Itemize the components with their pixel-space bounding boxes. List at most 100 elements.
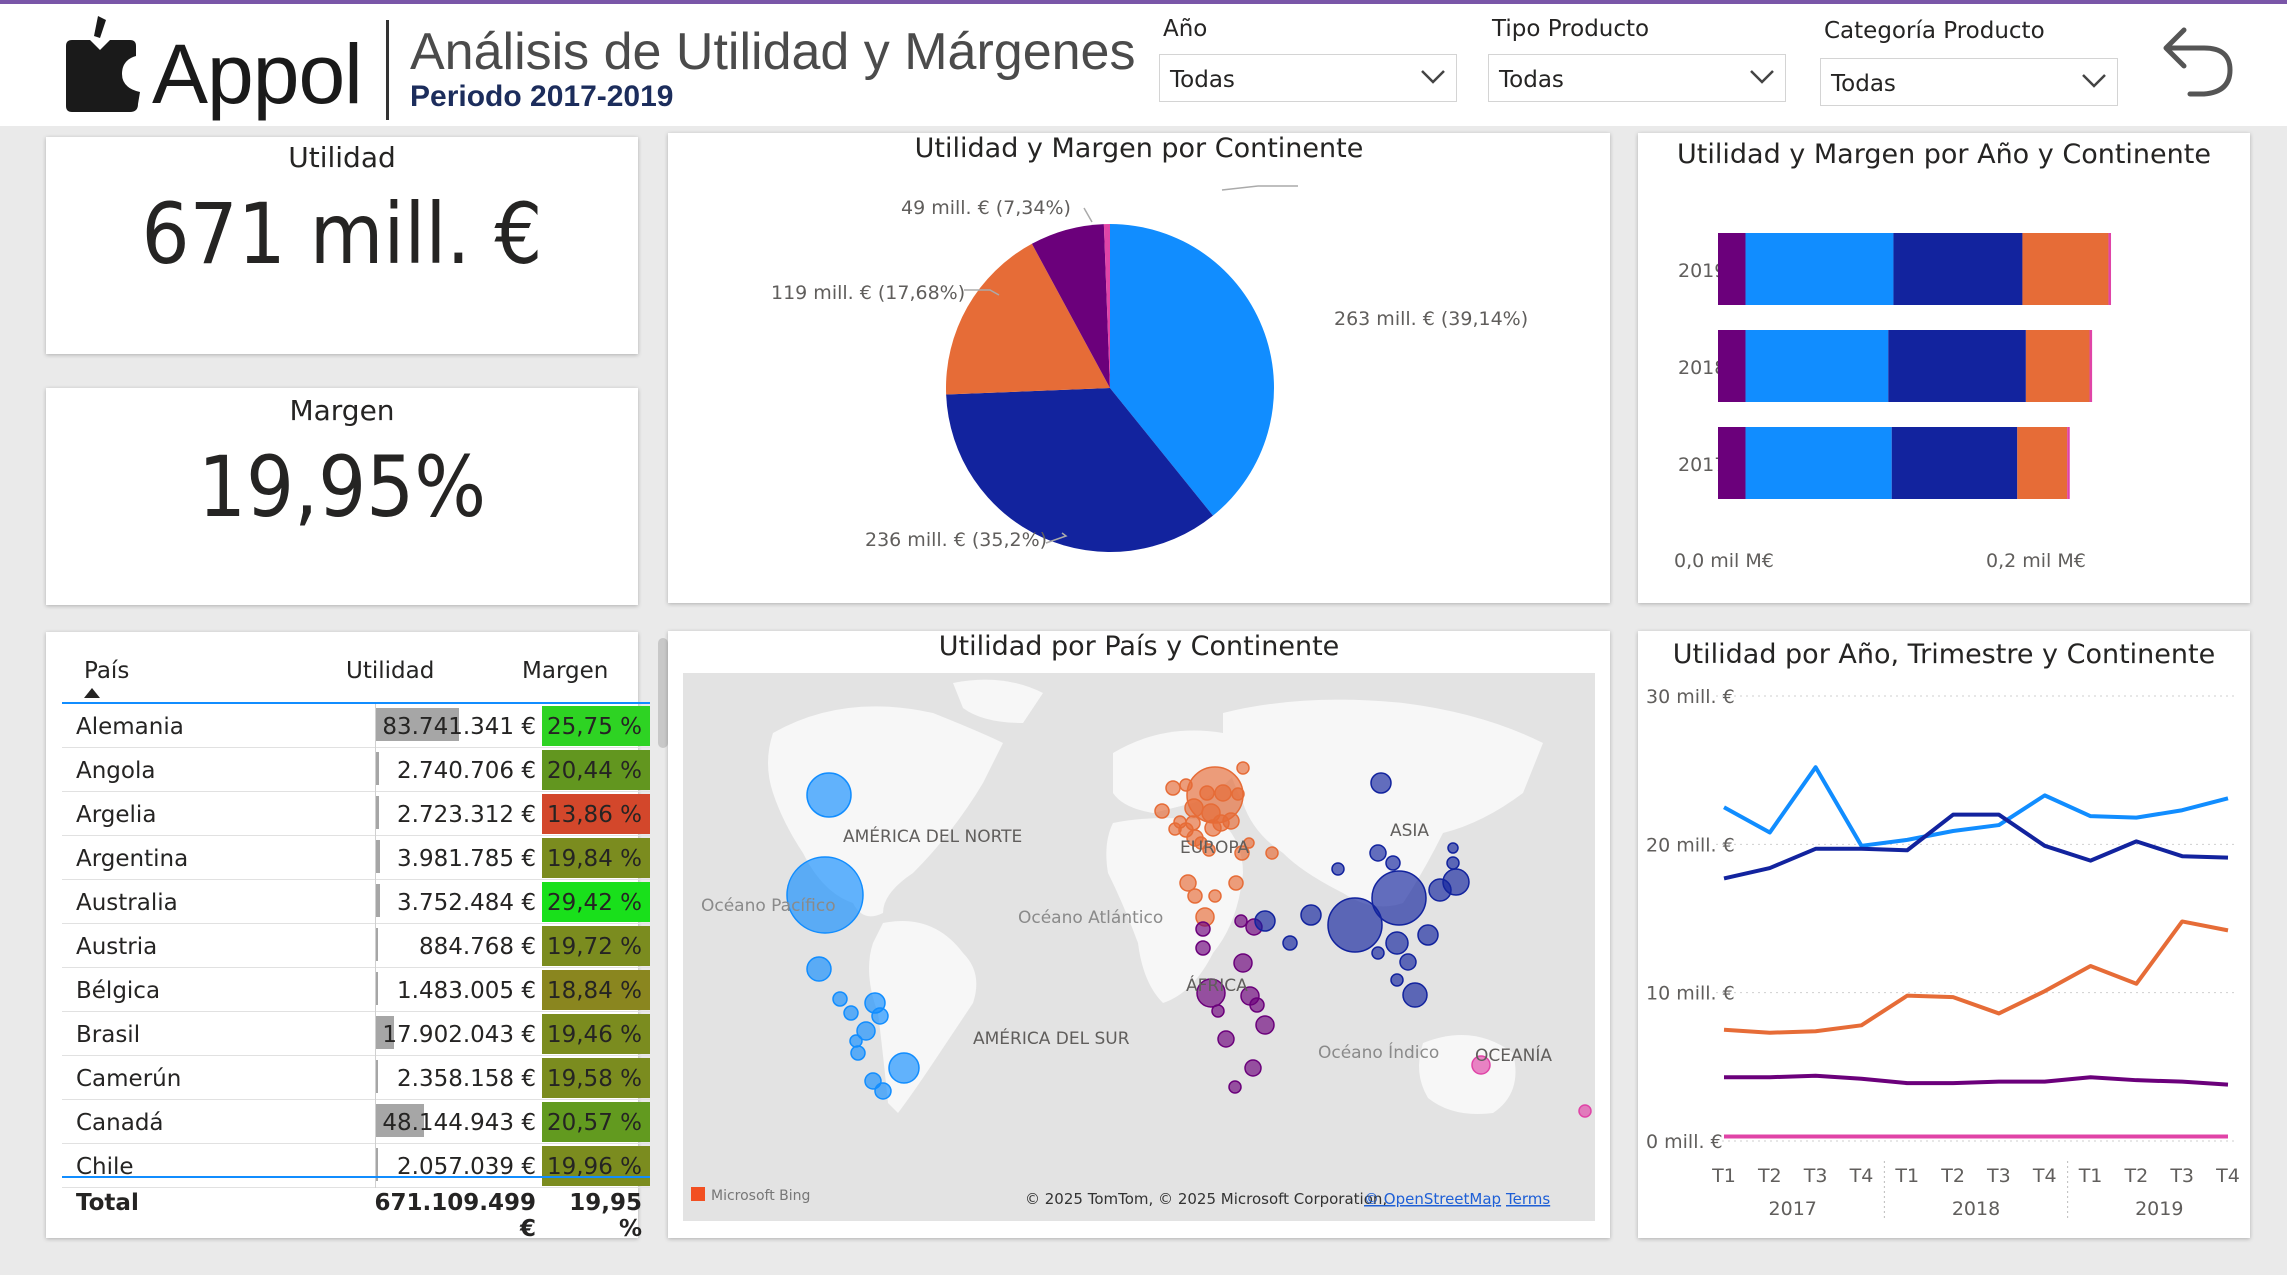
map-bubble[interactable]	[888, 1052, 920, 1084]
bar-segment[interactable]	[1718, 427, 1746, 499]
map-bubble[interactable]	[1187, 888, 1203, 904]
map-bubble[interactable]	[1331, 862, 1345, 876]
slicer-year-dropdown[interactable]: Todas	[1159, 54, 1457, 102]
map-bubble[interactable]	[1471, 1055, 1491, 1075]
bar-segment[interactable]	[1891, 427, 2018, 499]
map-bubble[interactable]	[1195, 940, 1211, 956]
map-bubble[interactable]	[1371, 870, 1427, 926]
map-bubble[interactable]	[1385, 855, 1401, 871]
sort-ascending-icon[interactable]	[84, 688, 100, 698]
map-bubble[interactable]	[1243, 837, 1255, 849]
map-bubble[interactable]	[1222, 812, 1240, 830]
map-bubble[interactable]	[1154, 803, 1170, 819]
map-bubble[interactable]	[1217, 1030, 1235, 1048]
map-bubble[interactable]	[1265, 846, 1279, 860]
map-bubble[interactable]	[1234, 914, 1248, 928]
pie-slice-europa[interactable]	[946, 243, 1110, 395]
slicer-type-dropdown[interactable]: Todas	[1488, 54, 1786, 102]
map-bubble[interactable]	[1327, 897, 1383, 953]
map-bubble[interactable]	[1168, 822, 1182, 836]
map-bubble[interactable]	[1214, 784, 1232, 802]
map-bubble[interactable]	[1236, 761, 1250, 775]
map-bubble[interactable]	[843, 1005, 859, 1021]
map-bubble[interactable]	[1244, 1059, 1262, 1077]
table-row[interactable]: Argentina 3.981.785 €19,84 %	[62, 836, 650, 880]
table-row[interactable]: Alemania 83.741.341 €25,75 %	[62, 704, 650, 748]
map-bubble[interactable]	[1208, 889, 1222, 903]
table-row[interactable]: Brasil 17.902.043 €19,46 %	[62, 1012, 650, 1056]
map-bubble[interactable]	[1282, 935, 1298, 951]
pie-slice-oceania[interactable]	[1103, 224, 1110, 388]
table-row[interactable]: Chile 2.057.039 €19,96 %	[62, 1144, 650, 1188]
map-bubble[interactable]	[1399, 953, 1417, 971]
bar-segment[interactable]	[1745, 233, 1894, 305]
map-bubble[interactable]	[1204, 819, 1222, 837]
map-bubble[interactable]	[1233, 953, 1253, 973]
back-arrow-icon[interactable]	[2160, 18, 2236, 98]
bar-segment[interactable]	[1718, 330, 1746, 402]
map-bubble[interactable]	[1446, 856, 1460, 870]
map-bubble[interactable]	[1231, 787, 1245, 801]
bar-segment[interactable]	[2022, 233, 2109, 305]
map-osm-link[interactable]: © OpenStreetMap	[1364, 1190, 1501, 1208]
table-row[interactable]: Austria 884.768 €19,72 %	[62, 924, 650, 968]
line-series[interactable]	[1723, 765, 2229, 848]
bubble-map[interactable]: AMÉRICA DEL NORTE EUROPA ASIA ÁFRICA AMÉ…	[683, 673, 1595, 1221]
map-bubble[interactable]	[871, 1007, 889, 1025]
map-bubble[interactable]	[1428, 878, 1452, 902]
bar-segment[interactable]	[2025, 330, 2090, 402]
map-bubble[interactable]	[849, 1034, 863, 1048]
map-bubble[interactable]	[1447, 842, 1459, 854]
map-bubble[interactable]	[832, 991, 848, 1007]
pie-slice-africa[interactable]	[1031, 224, 1110, 388]
map-bubble[interactable]	[1234, 845, 1250, 861]
table-row[interactable]: Bélgica 1.483.005 €18,84 %	[62, 968, 650, 1012]
map-bubble[interactable]	[1417, 924, 1439, 946]
table-row[interactable]: Camerún 2.358.158 €19,58 %	[62, 1056, 650, 1100]
map-bubble[interactable]	[786, 856, 864, 934]
line-series[interactable]	[1723, 812, 2229, 881]
column-header-margen[interactable]: Margen	[522, 658, 609, 684]
bar-segment[interactable]	[2089, 330, 2093, 402]
map-bubble[interactable]	[1370, 772, 1392, 794]
map-bubble[interactable]	[1385, 931, 1409, 955]
map-bubble[interactable]	[1202, 843, 1216, 857]
line-series[interactable]	[1723, 919, 2229, 1035]
bar-segment[interactable]	[1745, 330, 1889, 402]
map-bubble[interactable]	[1249, 997, 1265, 1013]
map-terms-link[interactable]: Terms	[1505, 1190, 1550, 1208]
map-bubble[interactable]	[1402, 982, 1428, 1008]
bar-segment[interactable]	[1888, 330, 2026, 402]
map-bubble[interactable]	[1255, 1015, 1275, 1035]
map-bubble[interactable]	[856, 1021, 876, 1041]
map-bubble[interactable]	[1211, 1004, 1225, 1018]
kpi-utilidad-card[interactable]: Utilidad 671 mill. €	[46, 137, 638, 354]
bar-segment[interactable]	[2108, 233, 2112, 305]
column-header-utilidad[interactable]: Utilidad	[346, 658, 435, 684]
map-bubble[interactable]	[1195, 921, 1211, 937]
table-row[interactable]: Australia 3.752.484 €29,42 %	[62, 880, 650, 924]
map-bubble[interactable]	[1228, 1080, 1242, 1094]
table-scrollbar[interactable]	[658, 638, 668, 748]
bar-segment[interactable]	[2017, 427, 2068, 499]
map-bubble[interactable]	[1578, 1104, 1592, 1118]
bar-segment[interactable]	[1893, 233, 2023, 305]
map-bubble[interactable]	[806, 772, 852, 818]
map-bubble[interactable]	[1165, 780, 1181, 796]
bar-segment[interactable]	[2067, 427, 2070, 499]
bar-segment[interactable]	[1745, 427, 1892, 499]
map-bubble[interactable]	[1369, 844, 1387, 862]
kpi-margen-card[interactable]: Margen 19,95%	[46, 388, 638, 605]
map-bubble[interactable]	[1228, 875, 1244, 891]
map-bubble[interactable]	[874, 1082, 892, 1100]
map-bubble[interactable]	[1371, 946, 1385, 960]
slicer-category-dropdown[interactable]: Todas	[1820, 58, 2118, 106]
map-bubble[interactable]	[850, 1045, 866, 1061]
table-row[interactable]: Angola 2.740.706 €20,44 %	[62, 748, 650, 792]
map-bubble[interactable]	[1300, 904, 1322, 926]
table-row[interactable]: Argelia 2.723.312 €13,86 %	[62, 792, 650, 836]
bar-segment[interactable]	[1718, 233, 1746, 305]
pie-slice-asia[interactable]	[946, 388, 1213, 552]
line-series[interactable]	[1724, 1073, 2229, 1087]
pie-slice-america-norte[interactable]	[1110, 224, 1274, 516]
